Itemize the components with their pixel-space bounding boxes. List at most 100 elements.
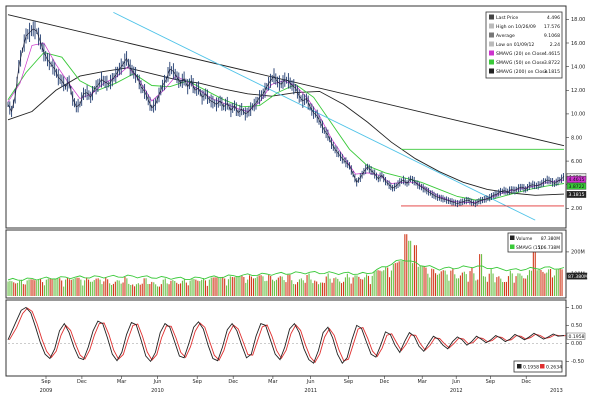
volume-bar: [109, 283, 111, 296]
oscillator-legend-box: [513, 360, 563, 373]
volume-bar: [438, 273, 440, 296]
legend-swatch: [489, 32, 494, 38]
x-axis-month-label: Jun: [153, 379, 162, 385]
volume-bar: [153, 282, 155, 296]
legend-entry-oscillator-red: 0.2634: [540, 364, 562, 371]
x-axis-month-label: Sep: [41, 379, 50, 385]
volume-bar: [413, 245, 415, 296]
x-axis-month-label: Dec: [521, 379, 531, 385]
volume-bar: [185, 282, 187, 296]
volume-bar: [168, 284, 170, 296]
volume-bar: [492, 273, 494, 296]
volume-bar: [306, 275, 308, 296]
legend-value: 4.496: [547, 15, 560, 21]
x-axis-month-label: Mar: [417, 379, 427, 385]
price-value-tag: 4.4615: [566, 175, 587, 183]
volume-bar: [383, 270, 385, 296]
x-axis-month-label: Jun: [306, 379, 315, 385]
volume-bar: [137, 283, 139, 296]
volume-bar: [446, 274, 448, 296]
volume-bar: [398, 261, 400, 296]
axis-layer: 18.0016.0014.0012.0010.008.006.004.002.0…: [40, 17, 588, 394]
volume-bar: [15, 283, 17, 296]
price-value-tag-box: [566, 182, 587, 190]
volume-bar: [544, 273, 546, 296]
volume-bar: [176, 282, 178, 296]
legend-value: 3.8722: [544, 60, 560, 66]
volume-bar: [538, 269, 540, 296]
volume-bar: [341, 283, 343, 296]
volume-bar: [333, 278, 335, 296]
volume-bar: [30, 279, 32, 296]
volume-bar: [277, 277, 279, 296]
volume-bar: [281, 276, 283, 296]
volume-bar: [57, 278, 59, 296]
legend-swatch: [510, 235, 515, 240]
volume-bar: [42, 282, 44, 296]
volume-bar: [532, 251, 534, 296]
legend-entry-average: Average 9.1068: [489, 32, 560, 39]
volume-bar: [103, 281, 105, 296]
legend-swatch: [489, 59, 494, 65]
volume-bar: [329, 278, 331, 296]
volume-bar: [245, 282, 247, 296]
volume-bar: [283, 280, 285, 296]
legend-label: High on 10/26/09: [496, 24, 536, 30]
volume-bar: [114, 281, 116, 296]
volume-bar: [272, 279, 274, 296]
volume-bar: [504, 282, 506, 296]
volume-bar: [507, 276, 509, 296]
volume-bar: [525, 278, 527, 296]
volume-bar: [435, 273, 437, 296]
legend-entry-last-price: Last Price 4.496: [489, 14, 560, 21]
volume-bar: [53, 278, 55, 296]
volume-bar: [517, 273, 519, 296]
price-axis-tick-label: 18.00: [571, 17, 585, 23]
volume-bar: [498, 276, 500, 296]
volume-bar: [26, 280, 28, 296]
volume-bar: [419, 266, 421, 296]
volume-bar: [268, 274, 270, 296]
volume-bar: [408, 240, 410, 296]
x-axis-month-label: Mar: [117, 379, 127, 385]
legend-label: SMAVG (15): [516, 245, 542, 251]
volume-bar: [172, 280, 174, 296]
volume-bar: [297, 282, 299, 296]
volume-bar: [442, 270, 444, 296]
legend-value: 9.1068: [544, 33, 560, 39]
price-value-tag-label: 3.1815: [569, 192, 585, 198]
volume-bar: [160, 284, 162, 296]
volume-bar: [155, 284, 157, 296]
oscillator-axis-tick-label: 1.00: [571, 305, 582, 311]
oscillator-axis-tick-label: 0.50: [571, 323, 582, 329]
volume-bar: [310, 279, 312, 296]
volume-bar: [528, 270, 530, 296]
volume-value-tag-box: [566, 272, 588, 280]
volume-bar: [254, 278, 256, 296]
volume-bar: [130, 285, 132, 296]
price-axis-tick-label: 2.00: [571, 206, 582, 212]
volume-bar: [203, 278, 205, 296]
volume-bar: [375, 270, 377, 296]
volume-bar: [72, 278, 74, 296]
volume-bar: [206, 285, 208, 296]
price-value-tag-label: 4.4615: [569, 177, 585, 183]
volume-bar: [482, 276, 484, 296]
volume-bar: [162, 279, 164, 296]
volume-bar: [540, 270, 542, 296]
legend-value: 106.738M: [538, 245, 560, 251]
volume-bar: [559, 269, 561, 296]
volume-bar: [285, 282, 287, 296]
volume-bar: [429, 277, 431, 296]
volume-bar: [308, 273, 310, 296]
legend-entry-smavg-200: SMAVG (200) on Close 3.1815: [489, 68, 560, 75]
volume-bar: [486, 281, 488, 296]
volume-bar: [243, 277, 245, 296]
volume-bar: [99, 279, 101, 296]
volume-bar: [164, 278, 166, 296]
volume-bar: [180, 283, 182, 296]
legend-swatch: [489, 14, 494, 20]
volume-bar: [174, 281, 176, 296]
volume-bar: [406, 234, 408, 296]
volume-bar: [279, 276, 281, 296]
